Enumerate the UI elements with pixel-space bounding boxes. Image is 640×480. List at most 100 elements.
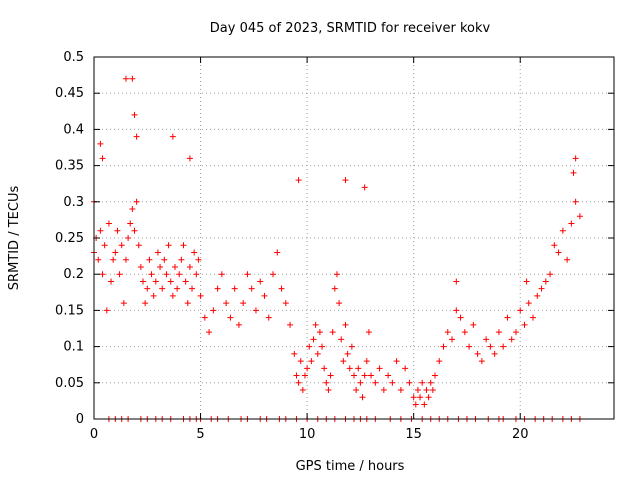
x-tick-label: 5: [196, 427, 204, 442]
data-point: [500, 343, 507, 350]
y-axis-label: SRMTID / TECUs: [7, 186, 22, 291]
data-point: [112, 249, 119, 256]
data-point: [186, 263, 193, 270]
data-point: [487, 343, 494, 350]
y-tick-label: 0.5: [63, 50, 84, 65]
data-point: [457, 314, 464, 321]
grid: [94, 57, 614, 419]
data-point: [308, 358, 315, 365]
data-point: [361, 372, 368, 379]
y-tick-label: 0.15: [55, 303, 84, 318]
data-point: [295, 379, 302, 386]
data-point: [182, 278, 189, 285]
data-point: [178, 256, 185, 263]
data-point: [282, 300, 289, 307]
data-point: [538, 285, 545, 292]
data-point: [333, 271, 340, 278]
data-point: [329, 329, 336, 336]
data-point: [372, 379, 379, 386]
data-point: [291, 350, 298, 357]
data-point: [342, 321, 349, 328]
data-point: [417, 394, 424, 401]
data-point: [348, 343, 355, 350]
data-point: [131, 111, 138, 118]
data-point: [340, 358, 347, 365]
data-point: [389, 379, 396, 386]
data-point: [189, 285, 196, 292]
data-point: [365, 329, 372, 336]
data-point: [120, 300, 127, 307]
data-point: [176, 271, 183, 278]
data-point: [570, 169, 577, 176]
data-point: [167, 278, 174, 285]
data-point: [174, 285, 181, 292]
data-point: [214, 285, 221, 292]
data-point: [572, 155, 579, 162]
data-point: [559, 227, 566, 234]
data-point: [261, 292, 268, 299]
data-point: [436, 358, 443, 365]
data-point: [576, 213, 583, 220]
data-point: [491, 350, 498, 357]
data-point: [240, 300, 247, 307]
y-tick-label: 0.1: [63, 340, 84, 355]
data-point: [287, 321, 294, 328]
data-point: [406, 379, 413, 386]
data-point: [137, 263, 144, 270]
data-point: [344, 350, 351, 357]
data-point: [110, 256, 117, 263]
data-point: [547, 271, 554, 278]
data-point: [184, 300, 191, 307]
data-point: [310, 336, 317, 343]
data-point: [125, 235, 132, 241]
data-point: [154, 249, 161, 256]
data-point: [361, 184, 368, 191]
data-point: [470, 321, 477, 328]
data-point: [551, 242, 558, 249]
data-point: [461, 329, 468, 336]
data-point: [380, 387, 387, 394]
data-point: [244, 271, 251, 278]
data-point: [122, 75, 129, 82]
chart-title: Day 045 of 2023, SRMTID for receiver kok…: [210, 21, 491, 36]
data-point: [351, 372, 357, 379]
data-point: [191, 249, 198, 256]
data-point: [542, 278, 549, 285]
y-tick-label: 0.35: [55, 159, 84, 174]
x-tick-labels: 0 5 10 15 20: [90, 427, 529, 442]
data-point: [152, 278, 159, 285]
data-point: [495, 329, 502, 336]
y-tick-label: 0.25: [55, 231, 84, 246]
data-point: [171, 263, 178, 270]
data-point: [108, 278, 115, 285]
data-point: [180, 242, 187, 249]
data-point: [431, 372, 438, 379]
data-point: [278, 285, 285, 292]
axis-ticks: [93, 56, 614, 420]
data-point: [131, 227, 138, 234]
data-point: [312, 321, 319, 328]
data-point: [355, 365, 362, 372]
data-point: [165, 242, 172, 249]
data-point: [144, 285, 151, 292]
x-tick-label: 0: [90, 427, 98, 442]
data-point: [97, 227, 104, 234]
data-point: [206, 329, 213, 336]
data-point: [210, 307, 217, 314]
data-point: [323, 379, 330, 386]
data-point: [101, 242, 108, 249]
data-point: [478, 358, 485, 365]
y-tick-label: 0.45: [55, 86, 84, 101]
data-point: [368, 372, 375, 379]
data-point: [201, 314, 208, 321]
data-point: [453, 307, 460, 314]
data-point: [412, 401, 419, 408]
data-point: [235, 321, 242, 328]
data-point: [150, 292, 157, 299]
data-point: [425, 394, 432, 401]
y-tick-label: 0.3: [63, 195, 84, 210]
data-point: [325, 387, 332, 394]
data-point: [270, 271, 277, 278]
data-point: [295, 177, 302, 184]
